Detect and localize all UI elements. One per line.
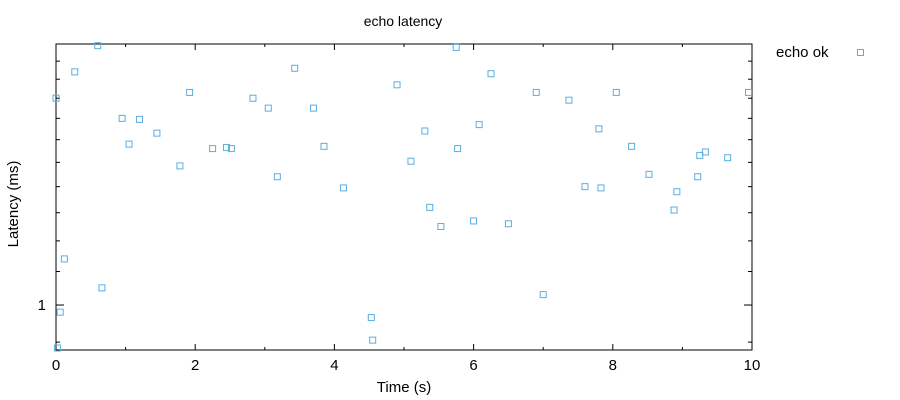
data-point <box>422 128 428 134</box>
data-point <box>533 89 539 95</box>
data-point <box>476 122 482 128</box>
legend: echo ok <box>776 44 864 61</box>
x-tick-label: 6 <box>469 357 477 374</box>
data-point <box>471 218 477 224</box>
data-point <box>613 89 619 95</box>
y-axis-label: Latency (ms) <box>5 161 22 248</box>
data-point <box>408 158 414 164</box>
data-point <box>453 44 459 50</box>
data-point <box>596 126 602 132</box>
axis-tick-labels: 0 2 4 6 8 10 1 <box>38 297 761 374</box>
data-point <box>427 204 433 210</box>
data-point <box>368 315 374 321</box>
data-point <box>540 292 546 298</box>
data-point <box>137 116 143 122</box>
data-point <box>250 95 256 101</box>
data-point <box>210 146 216 152</box>
x-tick-label: 10 <box>744 357 761 374</box>
data-point <box>394 82 400 88</box>
x-tick-label: 4 <box>330 357 338 374</box>
data-point <box>274 174 280 180</box>
data-point <box>292 65 298 71</box>
legend-label: echo ok <box>776 44 829 61</box>
axis-ticks <box>56 44 752 350</box>
legend-marker-icon <box>858 50 864 56</box>
chart-title: echo latency <box>364 13 443 29</box>
data-point <box>187 89 193 95</box>
data-point <box>311 105 317 111</box>
data-point <box>598 185 604 191</box>
data-point <box>61 256 67 262</box>
data-point <box>154 130 160 136</box>
data-point <box>671 207 677 213</box>
data-point <box>126 141 132 147</box>
data-point <box>746 89 752 95</box>
data-point <box>566 97 572 103</box>
data-point <box>438 224 444 230</box>
data-point <box>265 105 271 111</box>
x-tick-label: 2 <box>191 357 199 374</box>
data-point <box>72 69 78 75</box>
data-point <box>370 337 376 343</box>
x-tick-label: 8 <box>609 357 617 374</box>
y-tick-label: 1 <box>38 297 46 314</box>
data-points <box>53 43 752 351</box>
data-point <box>119 115 125 121</box>
data-point <box>695 174 701 180</box>
data-point <box>57 309 63 315</box>
data-point <box>725 155 731 161</box>
data-point <box>455 146 461 152</box>
data-point <box>674 189 680 195</box>
data-point <box>488 71 494 77</box>
x-axis-label: Time (s) <box>377 379 431 396</box>
plot-frame <box>56 44 752 350</box>
data-point <box>582 184 588 190</box>
data-point <box>505 221 511 227</box>
data-point <box>629 143 635 149</box>
data-point <box>321 143 327 149</box>
data-point <box>177 163 183 169</box>
x-tick-label: 0 <box>52 357 60 374</box>
data-point <box>340 185 346 191</box>
data-point <box>646 171 652 177</box>
data-point <box>99 285 105 291</box>
